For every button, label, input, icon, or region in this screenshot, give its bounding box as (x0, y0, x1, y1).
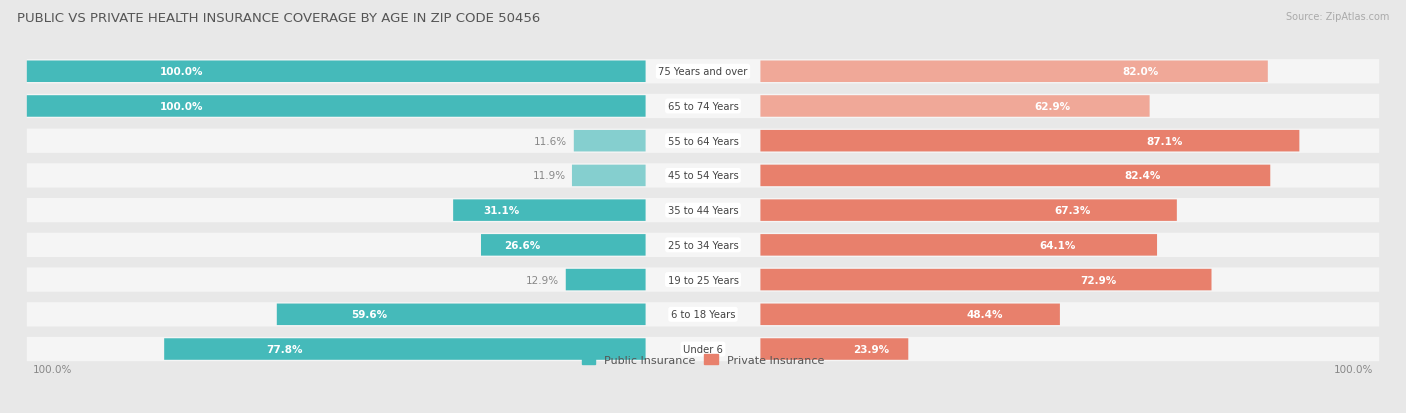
FancyBboxPatch shape (277, 304, 645, 325)
Text: 65 to 74 Years: 65 to 74 Years (668, 102, 738, 112)
Text: 100.0%: 100.0% (160, 67, 204, 77)
Text: 6 to 18 Years: 6 to 18 Years (671, 310, 735, 320)
Text: 19 to 25 Years: 19 to 25 Years (668, 275, 738, 285)
FancyBboxPatch shape (761, 338, 908, 360)
Text: 77.8%: 77.8% (266, 344, 302, 354)
FancyBboxPatch shape (27, 268, 1379, 292)
Text: 59.6%: 59.6% (352, 310, 387, 320)
FancyBboxPatch shape (574, 131, 645, 152)
Text: 11.6%: 11.6% (534, 136, 568, 146)
FancyBboxPatch shape (761, 96, 1150, 117)
Text: 100.0%: 100.0% (160, 102, 204, 112)
Text: 35 to 44 Years: 35 to 44 Years (668, 206, 738, 216)
Text: 100.0%: 100.0% (34, 364, 73, 374)
FancyBboxPatch shape (27, 129, 1379, 154)
FancyBboxPatch shape (27, 302, 1379, 327)
Text: 31.1%: 31.1% (484, 206, 519, 216)
Text: 48.4%: 48.4% (967, 310, 1004, 320)
Text: 26.6%: 26.6% (503, 240, 540, 250)
FancyBboxPatch shape (572, 165, 645, 187)
FancyBboxPatch shape (761, 165, 1270, 187)
Text: 82.0%: 82.0% (1123, 67, 1159, 77)
Text: 45 to 54 Years: 45 to 54 Years (668, 171, 738, 181)
FancyBboxPatch shape (761, 269, 1212, 291)
Text: 72.9%: 72.9% (1081, 275, 1116, 285)
Text: 25 to 34 Years: 25 to 34 Years (668, 240, 738, 250)
Text: 87.1%: 87.1% (1146, 136, 1182, 146)
FancyBboxPatch shape (481, 235, 645, 256)
Text: Source: ZipAtlas.com: Source: ZipAtlas.com (1285, 12, 1389, 22)
FancyBboxPatch shape (761, 304, 1060, 325)
Legend: Public Insurance, Private Insurance: Public Insurance, Private Insurance (578, 350, 828, 369)
FancyBboxPatch shape (27, 233, 1379, 257)
FancyBboxPatch shape (27, 337, 1379, 361)
Text: 100.0%: 100.0% (1333, 364, 1372, 374)
FancyBboxPatch shape (453, 200, 645, 221)
Text: 55 to 64 Years: 55 to 64 Years (668, 136, 738, 146)
FancyBboxPatch shape (761, 235, 1157, 256)
Text: PUBLIC VS PRIVATE HEALTH INSURANCE COVERAGE BY AGE IN ZIP CODE 50456: PUBLIC VS PRIVATE HEALTH INSURANCE COVER… (17, 12, 540, 25)
Text: 23.9%: 23.9% (853, 344, 890, 354)
Text: 62.9%: 62.9% (1035, 102, 1070, 112)
Text: 12.9%: 12.9% (526, 275, 560, 285)
FancyBboxPatch shape (27, 62, 645, 83)
Text: Under 6: Under 6 (683, 344, 723, 354)
FancyBboxPatch shape (761, 131, 1299, 152)
Text: 75 Years and over: 75 Years and over (658, 67, 748, 77)
Text: 11.9%: 11.9% (533, 171, 565, 181)
FancyBboxPatch shape (165, 338, 645, 360)
Text: 64.1%: 64.1% (1039, 240, 1076, 250)
FancyBboxPatch shape (761, 62, 1268, 83)
FancyBboxPatch shape (761, 200, 1177, 221)
Text: 67.3%: 67.3% (1054, 206, 1091, 216)
FancyBboxPatch shape (27, 96, 645, 117)
FancyBboxPatch shape (27, 60, 1379, 84)
FancyBboxPatch shape (27, 95, 1379, 119)
Text: 82.4%: 82.4% (1125, 171, 1161, 181)
FancyBboxPatch shape (27, 199, 1379, 223)
FancyBboxPatch shape (27, 164, 1379, 188)
FancyBboxPatch shape (565, 269, 645, 291)
